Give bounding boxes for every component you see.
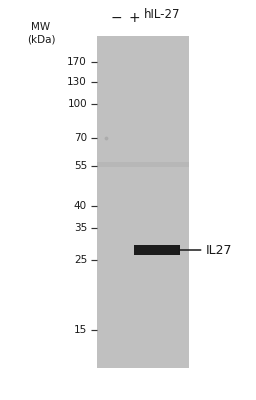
Text: 25: 25 (74, 255, 87, 265)
Text: hIL-27: hIL-27 (144, 8, 181, 20)
Text: 70: 70 (74, 133, 87, 143)
Bar (97, 36, 189, 368)
Text: 55: 55 (74, 161, 87, 171)
Text: −: − (111, 11, 122, 25)
Text: MW
(kDa): MW (kDa) (27, 22, 55, 44)
Bar (134, 245, 180, 255)
Text: 15: 15 (74, 325, 87, 335)
Text: IL27: IL27 (206, 244, 233, 256)
Text: 170: 170 (67, 57, 87, 67)
Text: 40: 40 (74, 201, 87, 211)
Text: 35: 35 (74, 223, 87, 233)
Bar (97, 162, 189, 167)
Text: 130: 130 (67, 77, 87, 87)
Text: 100: 100 (67, 99, 87, 109)
Text: +: + (129, 11, 140, 25)
